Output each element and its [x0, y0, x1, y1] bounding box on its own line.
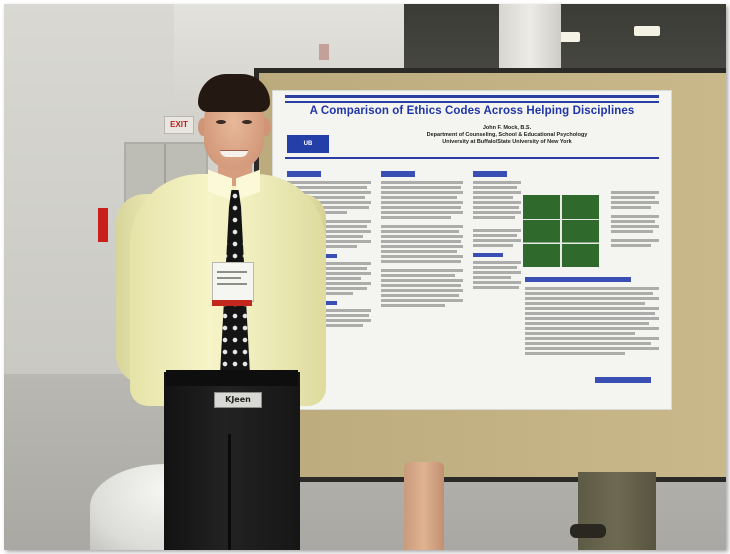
poster-column-conclusion [525, 287, 659, 377]
hair [198, 74, 270, 112]
name-badge-ribbon [212, 300, 252, 306]
poster-top-rule-thin [285, 101, 659, 103]
ear-left [198, 118, 208, 136]
poster-header-rule [285, 157, 659, 159]
fire-alarm [98, 208, 108, 242]
poster-author: John F. Mock, B.S. [482, 125, 532, 131]
concrete-column [499, 4, 561, 74]
belt [166, 370, 298, 386]
section-subheading [473, 253, 503, 257]
visitor-legs [404, 462, 444, 550]
smile [220, 150, 248, 157]
visitor-pants [578, 472, 656, 550]
conclusion-heading [525, 277, 631, 282]
visitor-shoe [570, 524, 606, 538]
name-badge [212, 262, 254, 302]
poster-column-side [611, 191, 659, 281]
ceiling-light [634, 26, 660, 36]
eye-right [242, 120, 252, 124]
poster-column-results [473, 171, 521, 397]
section-heading [473, 171, 507, 177]
poster-department: Department of Counseling, School & Educa… [426, 132, 588, 138]
eye-left [216, 120, 226, 124]
research-poster: A Comparison of Ethics Codes Across Help… [272, 90, 672, 410]
section-heading [287, 171, 321, 177]
references-heading [595, 377, 651, 383]
poster-title: A Comparison of Ethics Codes Across Help… [309, 105, 635, 117]
photo-frame: EXIT A Comparison of Ethics Codes Across… [4, 4, 726, 550]
exit-sign: EXIT [164, 116, 194, 134]
poster-university: University at Buffalo/State University o… [442, 139, 572, 145]
university-logo: UB [287, 135, 329, 153]
wall-sign [319, 44, 329, 60]
ear-right [261, 118, 271, 136]
ceiling-light [554, 32, 580, 42]
poster-top-rule [285, 95, 659, 98]
results-table [523, 195, 599, 267]
belt-buckle: KJeen [214, 392, 262, 408]
poster-column-method [381, 171, 463, 397]
section-heading [381, 171, 415, 177]
pant-leg-split [228, 434, 231, 550]
presenter: KJeen [116, 74, 336, 550]
